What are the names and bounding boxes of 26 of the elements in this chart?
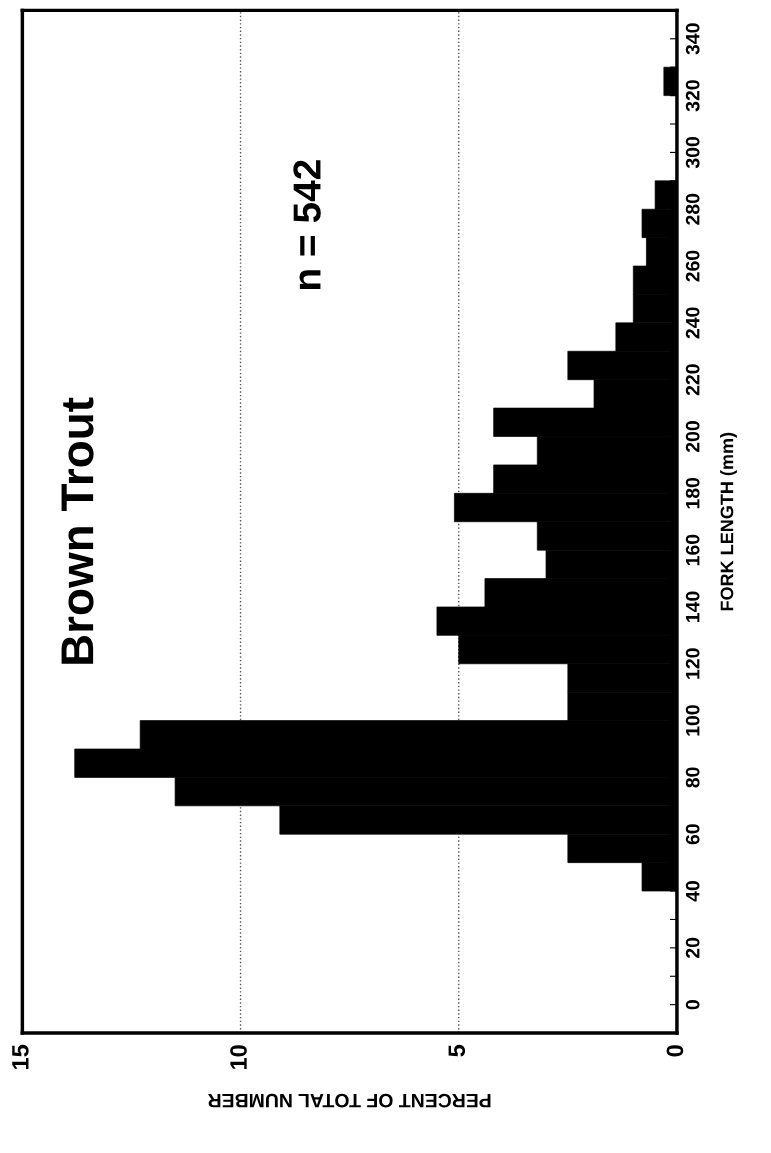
x-tick-label: 5 bbox=[448, 1044, 466, 1057]
text: Brown Trout bbox=[61, 397, 94, 664]
y-tick-label: 200 bbox=[685, 421, 700, 453]
y-tick-label: 80 bbox=[685, 767, 700, 788]
y-tick-label: 40 bbox=[685, 881, 700, 902]
y-tick-label: 180 bbox=[685, 477, 700, 509]
y-tick-label: 260 bbox=[685, 250, 700, 282]
y-tick-label: 340 bbox=[685, 23, 700, 55]
y-tick-label: 220 bbox=[685, 364, 700, 396]
y-axis-title: FORK LENGTH (mm) bbox=[720, 432, 737, 611]
y-tick-label: 140 bbox=[685, 591, 700, 622]
y-tick-label: 20 bbox=[685, 937, 700, 958]
y-tick-label: 60 bbox=[685, 824, 700, 845]
y-tick-label: 100 bbox=[685, 705, 700, 736]
y-tick-label: 280 bbox=[685, 193, 700, 225]
x-axis-title: PERCENT OF TOTAL NUMBER bbox=[207, 1093, 491, 1108]
y-tick-label: 240 bbox=[685, 307, 700, 339]
annotation: n = 542 bbox=[293, 160, 321, 290]
y-tick-label: 320 bbox=[685, 80, 700, 112]
y-tick-label: 300 bbox=[685, 136, 700, 169]
y-tick-label: 160 bbox=[685, 534, 700, 566]
y-tick-label: 0 bbox=[685, 1000, 700, 1010]
x-tick-label: 15 bbox=[12, 1044, 29, 1069]
x-tick-label: 0 bbox=[666, 1045, 684, 1057]
y-tick-label: 120 bbox=[685, 648, 700, 679]
x-tick-label: 10 bbox=[230, 1045, 247, 1069]
